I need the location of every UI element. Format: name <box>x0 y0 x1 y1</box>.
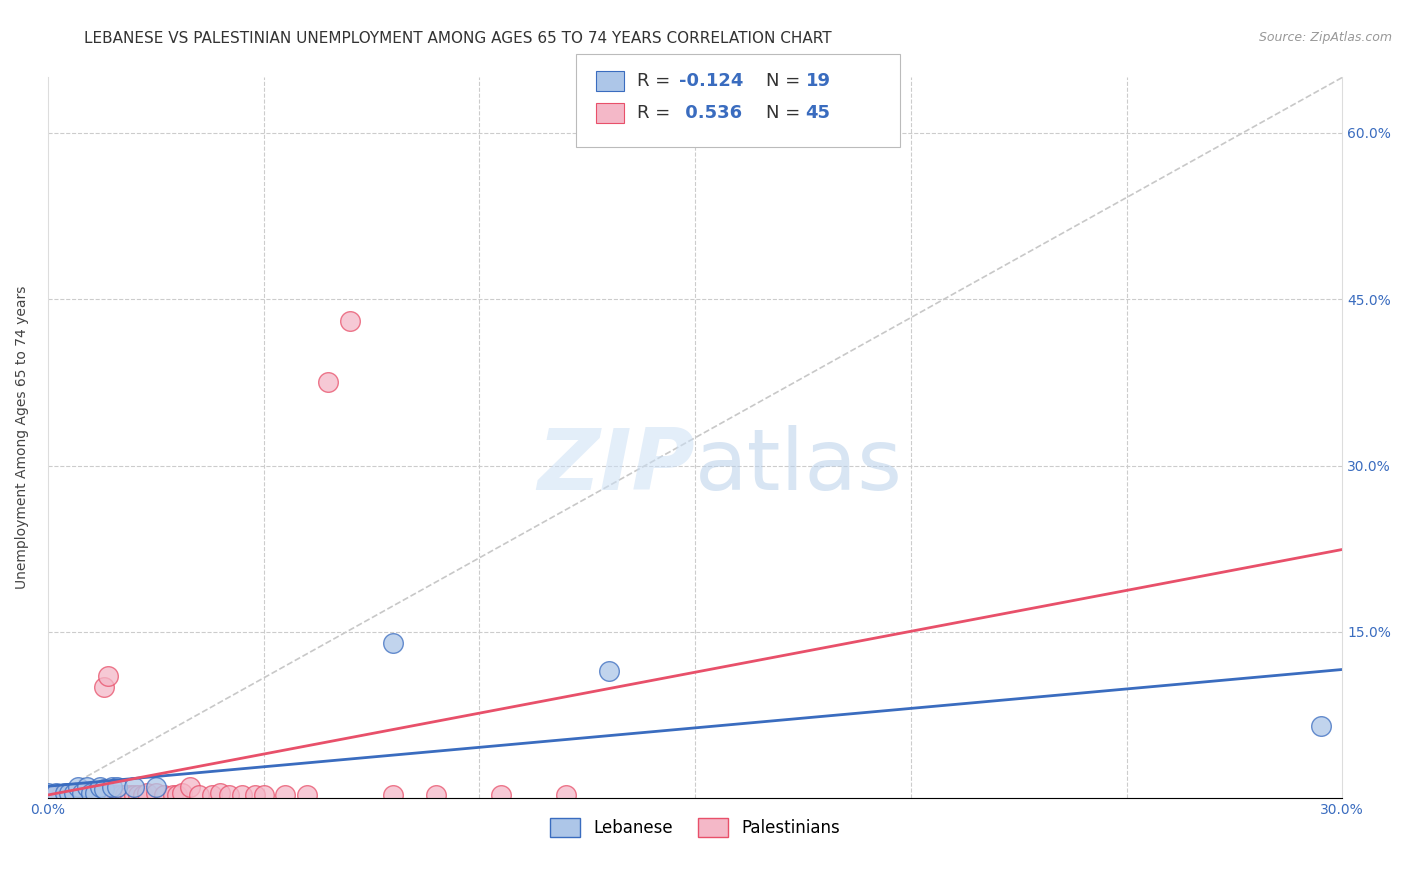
Point <box>153 788 176 802</box>
Point <box>66 788 89 802</box>
Point <box>45 788 67 802</box>
Point <box>118 788 141 802</box>
Text: ZIP: ZIP <box>537 425 695 508</box>
Point <box>209 786 232 800</box>
Point <box>1309 719 1331 733</box>
Point <box>122 788 145 802</box>
Point <box>84 788 107 802</box>
Text: LEBANESE VS PALESTINIAN UNEMPLOYMENT AMONG AGES 65 TO 74 YEARS CORRELATION CHART: LEBANESE VS PALESTINIAN UNEMPLOYMENT AMO… <box>84 31 832 46</box>
Point <box>101 788 124 802</box>
Point <box>231 788 253 802</box>
Point <box>62 786 84 800</box>
Point <box>101 780 124 794</box>
Point <box>80 786 103 800</box>
Point <box>598 664 620 678</box>
Point <box>201 788 224 802</box>
Point <box>66 780 89 794</box>
Point <box>76 786 98 800</box>
Point <box>187 788 209 802</box>
Point <box>37 786 59 800</box>
Point <box>110 788 132 802</box>
Y-axis label: Unemployment Among Ages 65 to 74 years: Unemployment Among Ages 65 to 74 years <box>15 286 30 590</box>
Point <box>58 786 80 800</box>
Point <box>53 788 76 802</box>
Point <box>218 788 240 802</box>
Point <box>62 788 84 802</box>
Point <box>114 788 136 802</box>
Point <box>105 788 128 802</box>
Point <box>166 788 188 802</box>
Point <box>58 788 80 802</box>
Point <box>295 788 318 802</box>
Point <box>131 788 153 802</box>
Point <box>58 786 80 800</box>
Point <box>170 786 193 800</box>
Text: 45: 45 <box>806 104 831 122</box>
Point <box>339 314 361 328</box>
Text: N =: N = <box>766 72 806 90</box>
Point <box>252 788 274 802</box>
Text: 0.536: 0.536 <box>679 104 742 122</box>
Text: N =: N = <box>766 104 806 122</box>
Point <box>89 780 111 794</box>
Point <box>45 786 67 800</box>
Point <box>93 680 115 694</box>
Point <box>105 780 128 794</box>
Point <box>97 669 120 683</box>
Point <box>145 786 167 800</box>
Point <box>80 788 103 802</box>
Point <box>162 788 184 802</box>
Text: 19: 19 <box>806 72 831 90</box>
Point <box>37 788 59 802</box>
Point <box>145 780 167 794</box>
Point <box>381 636 404 650</box>
Point <box>122 780 145 794</box>
Point <box>76 780 98 794</box>
Point <box>49 788 72 802</box>
Point <box>53 786 76 800</box>
Text: -0.124: -0.124 <box>679 72 744 90</box>
Point <box>425 788 447 802</box>
Point <box>72 786 94 800</box>
Point <box>316 376 339 390</box>
Point <box>72 788 94 802</box>
Legend: Lebanese, Palestinians: Lebanese, Palestinians <box>543 812 846 844</box>
Point <box>381 788 404 802</box>
Point <box>554 788 576 802</box>
Text: Source: ZipAtlas.com: Source: ZipAtlas.com <box>1258 31 1392 45</box>
Point <box>274 788 297 802</box>
Text: R =: R = <box>637 72 676 90</box>
Point <box>89 786 111 800</box>
Text: R =: R = <box>637 104 676 122</box>
Point <box>136 786 159 800</box>
Point <box>93 782 115 797</box>
Point <box>179 780 201 794</box>
Point <box>127 788 149 802</box>
Point <box>243 788 266 802</box>
Text: atlas: atlas <box>695 425 903 508</box>
Point <box>84 786 107 800</box>
Point <box>489 788 512 802</box>
